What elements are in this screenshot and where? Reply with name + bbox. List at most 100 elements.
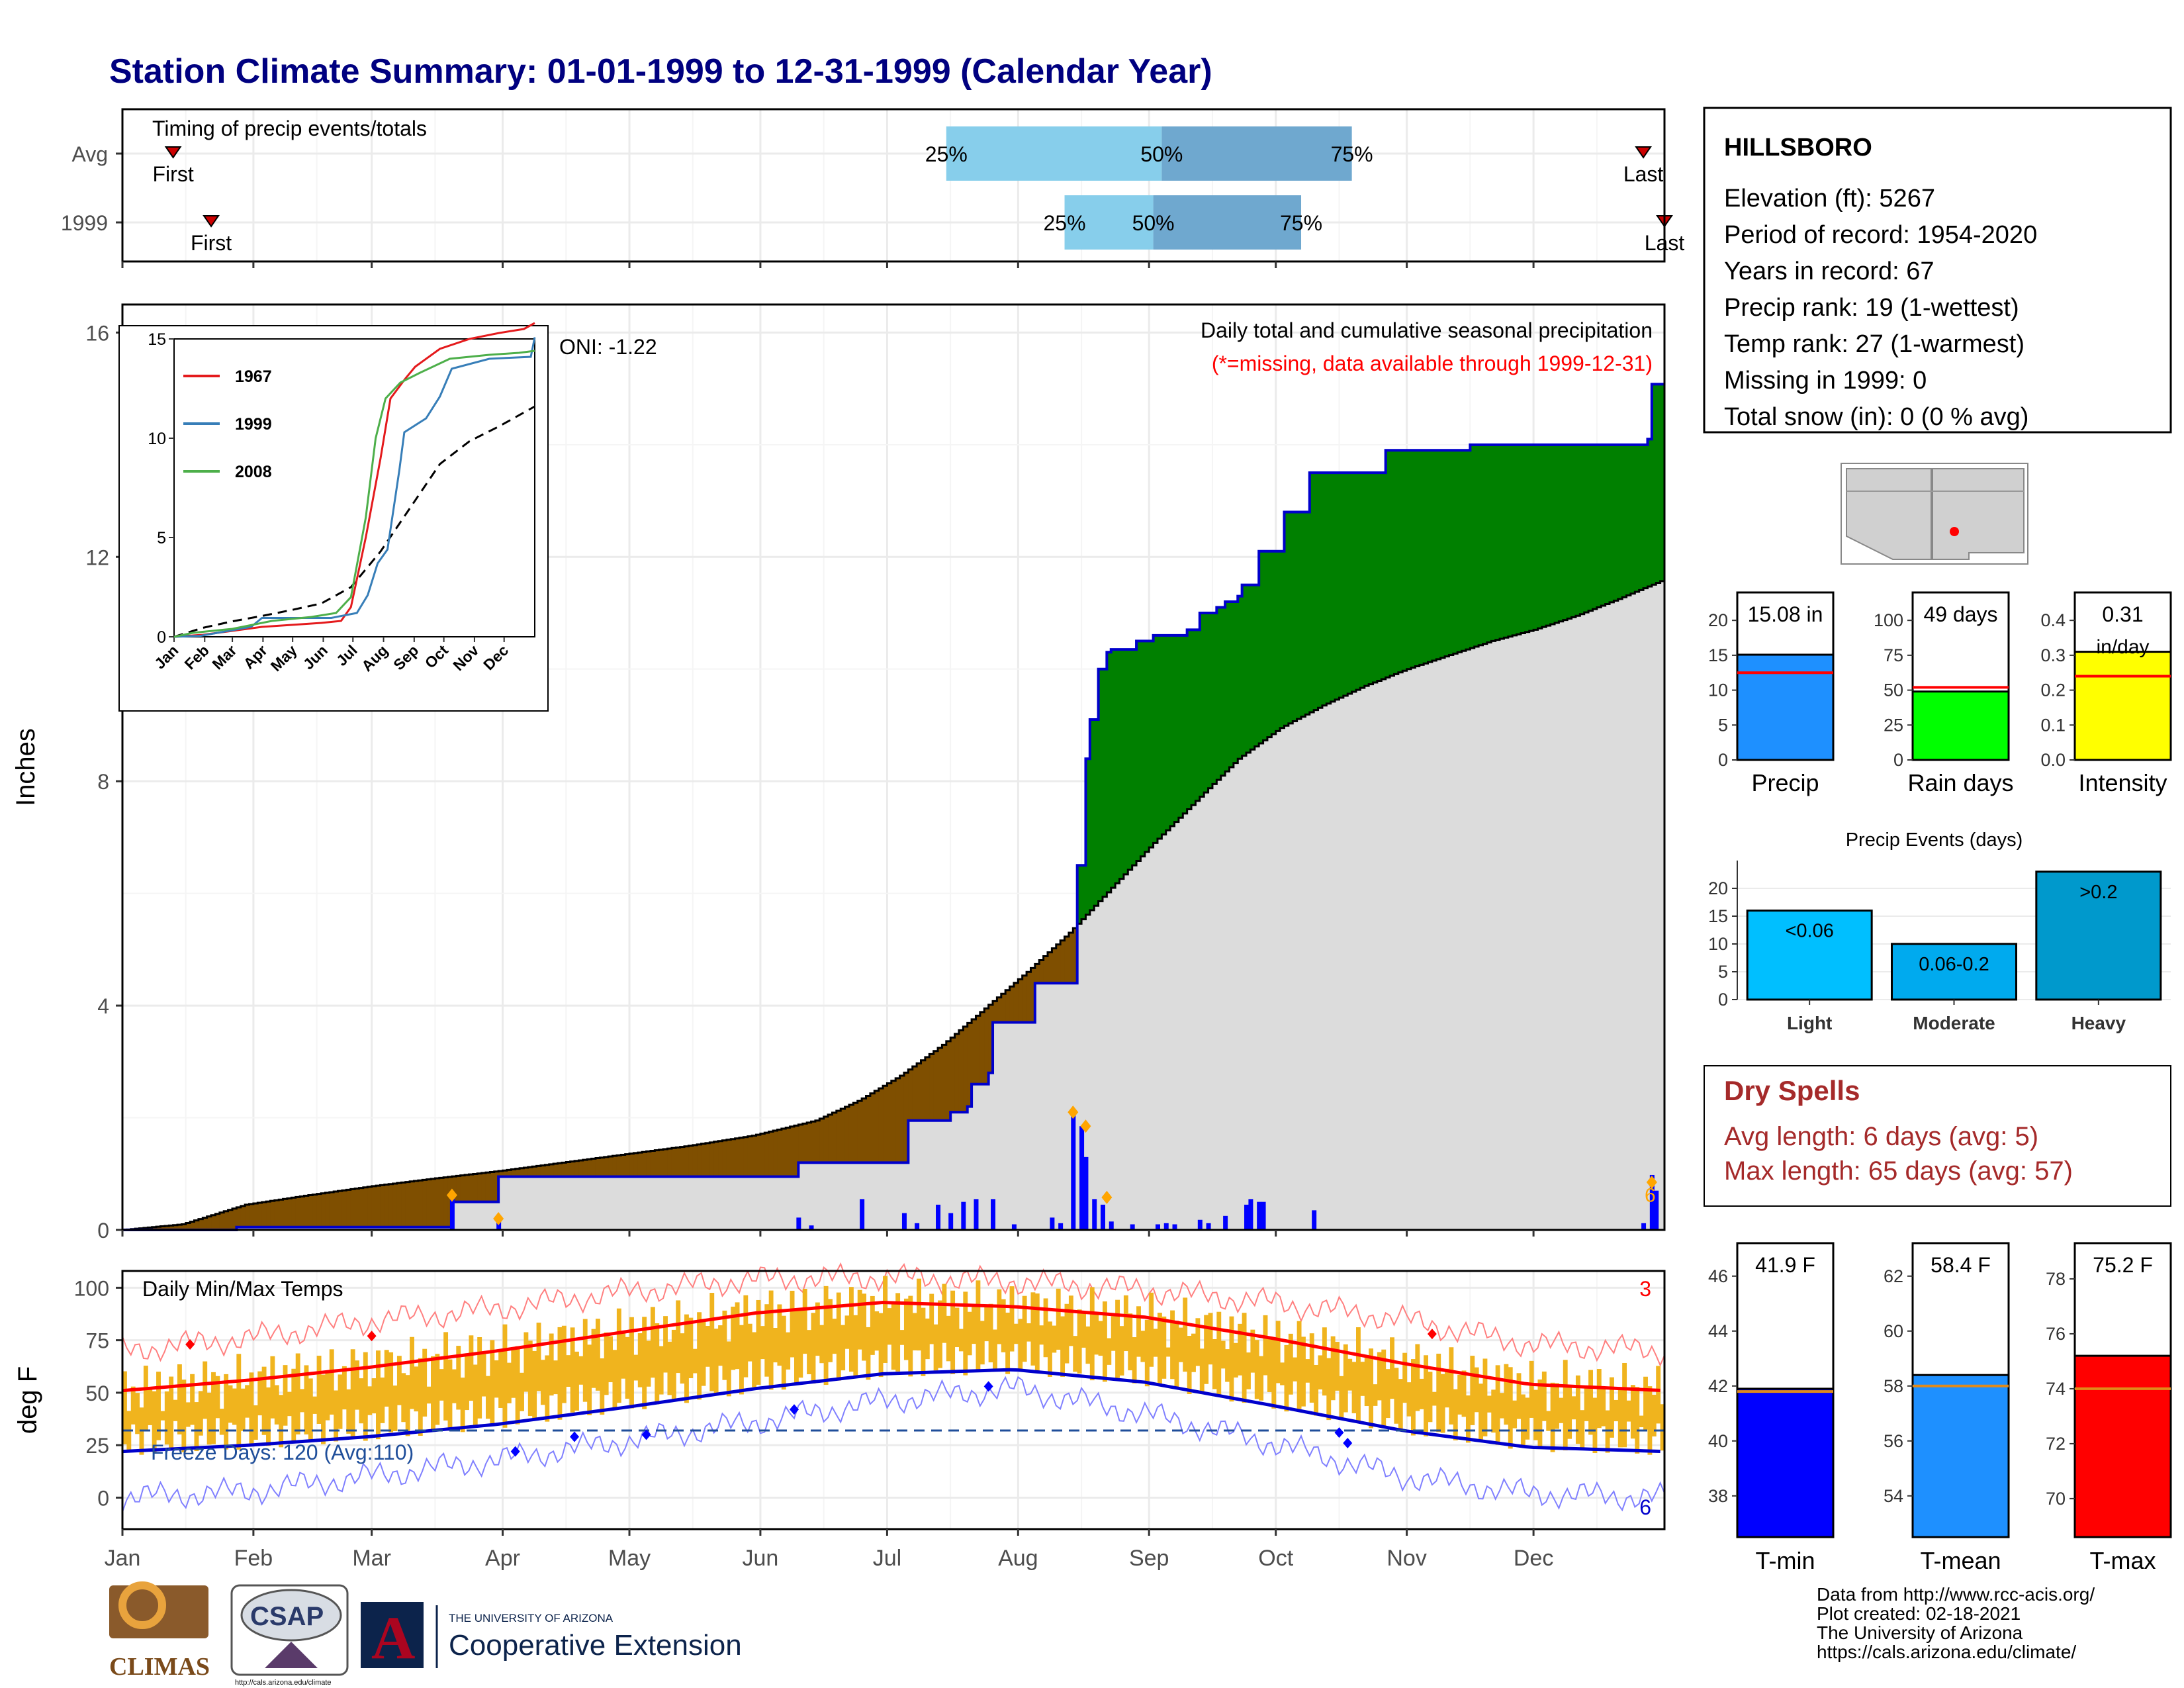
daily-temp-bar xyxy=(1216,1311,1222,1395)
surplus-area xyxy=(1309,473,1314,712)
mini-value-T-mean: 58.4 F xyxy=(1931,1253,1991,1277)
surplus-area xyxy=(1541,444,1547,628)
daily-temp-bar xyxy=(1406,1382,1412,1417)
surplus-area xyxy=(1482,444,1488,644)
daily-temp-bar xyxy=(802,1288,807,1354)
daily-precip-bar xyxy=(1155,1224,1160,1230)
surplus-area xyxy=(1094,719,1099,906)
daily-temp-bar xyxy=(1385,1369,1390,1419)
daily-temp-bar xyxy=(1339,1376,1344,1419)
surplus-area xyxy=(1174,635,1179,822)
record-low-count: 6 xyxy=(1639,1495,1651,1519)
deficit-area xyxy=(485,1172,490,1202)
deficit-area xyxy=(502,1170,508,1177)
surplus-area xyxy=(1119,649,1124,879)
deficit-area xyxy=(621,1154,626,1177)
events-y-tick-label: 5 xyxy=(1718,962,1728,982)
surplus-area xyxy=(1216,607,1222,780)
surplus-area xyxy=(1111,649,1116,888)
surplus-area xyxy=(1178,635,1183,818)
surplus-area xyxy=(1381,473,1387,679)
mini-y-tick-label: 20 xyxy=(1708,610,1728,630)
daily-temp-bar xyxy=(295,1353,300,1434)
event-marker xyxy=(446,1188,457,1202)
surplus-area xyxy=(1373,473,1378,683)
surplus-area xyxy=(1144,641,1150,852)
deficit-area xyxy=(798,1124,803,1163)
daily-temp-bar xyxy=(1128,1313,1133,1371)
deficit-area xyxy=(160,1226,165,1230)
daily-temp-bar xyxy=(650,1307,655,1378)
surplus-area xyxy=(1588,444,1594,611)
surplus-area xyxy=(1220,607,1226,776)
surplus-area xyxy=(1077,865,1082,924)
daily-temp-bar xyxy=(1537,1379,1543,1448)
deficit-area xyxy=(587,1159,592,1177)
deficit-area xyxy=(257,1202,263,1227)
page-title: Station Climate Summary: 01-01-1999 to 1… xyxy=(109,52,1212,91)
deficit-area xyxy=(380,1185,385,1227)
events-y-tick-label: 20 xyxy=(1708,878,1728,898)
surplus-area xyxy=(1453,450,1458,654)
daily-temp-bar xyxy=(300,1389,304,1413)
daily-temp-bar xyxy=(367,1386,373,1415)
mini-y-tick-label: 38 xyxy=(1708,1486,1728,1506)
surplus-area xyxy=(1132,649,1137,866)
daily-temp-bar xyxy=(1009,1286,1015,1352)
daily-temp-bar xyxy=(1013,1323,1019,1344)
deficit-area xyxy=(211,1215,216,1230)
deficit-area xyxy=(815,1120,820,1163)
daily-temp-bar xyxy=(206,1392,212,1445)
timing-row-label: Avg xyxy=(71,142,108,166)
daily-temp-bar xyxy=(1559,1397,1564,1423)
daily-temp-bar xyxy=(359,1378,364,1424)
daily-temp-bar xyxy=(633,1354,639,1381)
deficit-area xyxy=(899,1076,905,1163)
inset-y-tick-label: 0 xyxy=(157,628,166,647)
surplus-area xyxy=(1575,444,1580,616)
surplus-area xyxy=(1651,384,1657,585)
surplus-area xyxy=(1630,444,1635,594)
record-low-marker xyxy=(1334,1427,1344,1438)
mini-y-tick-label: 0 xyxy=(1718,750,1728,770)
daily-temp-bar xyxy=(1170,1310,1175,1380)
daily-temp-bar xyxy=(1144,1319,1150,1387)
y-tick-label: 50 xyxy=(85,1382,109,1405)
daily-temp-bar xyxy=(502,1324,508,1428)
daily-temp-bar xyxy=(1064,1303,1069,1364)
daily-temp-bar xyxy=(388,1352,394,1432)
daily-temp-bar xyxy=(1263,1315,1268,1376)
daily-temp-bar xyxy=(1347,1358,1353,1391)
daily-temp-bar xyxy=(1588,1370,1593,1435)
p25-label: 25% xyxy=(925,142,968,166)
daily-temp-bar xyxy=(1153,1329,1158,1357)
p75-label: 75% xyxy=(1280,211,1322,235)
deficit-area xyxy=(283,1199,288,1227)
daily-temp-bar xyxy=(676,1300,681,1374)
surplus-area xyxy=(1136,641,1142,861)
surplus-area xyxy=(1559,444,1564,622)
daily-temp-bar xyxy=(1288,1333,1293,1395)
daily-temp-bar xyxy=(1225,1349,1230,1382)
deficit-area xyxy=(232,1208,237,1230)
daily-temp-bar xyxy=(465,1353,469,1411)
deficit-area xyxy=(443,1177,449,1227)
deficit-area xyxy=(903,1072,909,1163)
deficit-area xyxy=(1052,948,1057,984)
surplus-area xyxy=(1584,444,1589,613)
deficit-area xyxy=(206,1216,212,1230)
surplus-area xyxy=(1415,450,1420,667)
daily-temp-bar xyxy=(578,1356,584,1385)
events-category-Light: Light xyxy=(1787,1013,1832,1033)
daily-temp-bar xyxy=(122,1371,127,1444)
daily-temp-bar xyxy=(1617,1389,1623,1448)
surplus-area xyxy=(1288,512,1293,724)
daily-temp-bar xyxy=(1541,1371,1547,1421)
deficit-area xyxy=(954,1033,960,1113)
deficit-area xyxy=(490,1172,495,1202)
mini-y-tick-label: 44 xyxy=(1708,1321,1728,1341)
deficit-area xyxy=(553,1164,559,1177)
daily-temp-bar xyxy=(1470,1356,1475,1425)
daily-temp-bar xyxy=(422,1348,428,1417)
daily-temp-bar xyxy=(350,1349,355,1437)
